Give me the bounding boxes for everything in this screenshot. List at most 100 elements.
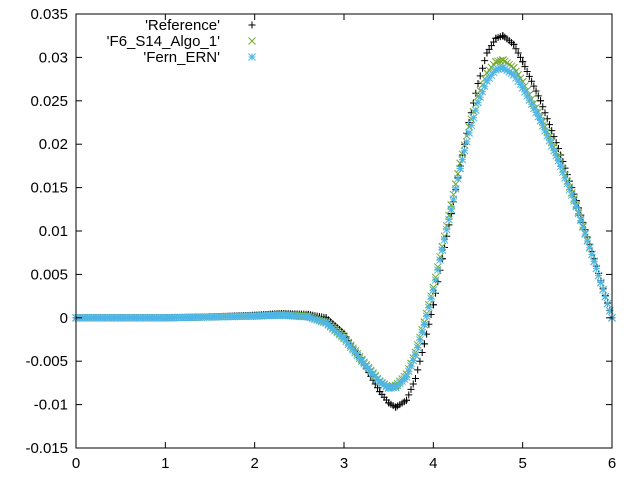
data-point [427,294,435,303]
legend-label: 'Fern_ERN' [143,49,220,66]
data-point [442,225,451,234]
data-point [436,256,444,264]
data-point [519,58,527,66]
data-point [530,82,538,90]
data-point [581,230,590,238]
data-point [574,209,583,218]
data-point [521,88,529,96]
data-point [498,64,507,72]
legend-marker [248,37,256,45]
data-point [416,357,424,365]
data-point [552,151,561,160]
x-tick-label: 5 [518,455,526,472]
data-point [460,146,469,155]
data-point [403,396,411,404]
data-point [556,162,565,171]
data-point [494,57,502,66]
data-point [490,38,498,46]
data-point [407,362,415,370]
data-point [534,92,542,100]
data-point [523,68,531,76]
data-point [592,264,601,273]
data-point [483,49,491,57]
legend-label: 'F6_S14_Algo_1' [107,33,220,50]
data-point [525,96,534,105]
data-point [402,372,411,381]
data-point [601,292,610,301]
data-point [514,49,522,57]
data-point [565,185,574,194]
data-point [503,66,511,75]
data-point [409,380,417,388]
data-point [411,351,420,359]
data-point [543,131,552,140]
data-point [469,113,478,122]
data-point [554,156,563,165]
data-point [532,87,540,95]
data-point [465,129,473,137]
data-point [603,299,612,308]
data-point [559,168,567,177]
data-point [514,77,523,86]
x-tick-label: 4 [429,455,437,472]
data-point [481,57,489,65]
data-point [567,191,576,200]
data-point [541,126,549,135]
data-point [474,79,482,87]
data-point [579,223,587,232]
chart-marks [72,32,616,411]
data-point [382,382,391,391]
data-point [474,98,482,107]
data-point [532,108,540,117]
data-point [422,312,431,320]
data-point [409,356,418,365]
data-point [445,215,453,224]
data-point [467,121,476,130]
data-point [594,271,603,280]
data-point [320,318,328,327]
data-point [538,121,547,130]
legend-marker [248,53,256,61]
y-tick-label: -0.005 [25,353,68,370]
data-point [545,136,554,145]
data-point [476,93,485,101]
data-point [418,349,426,357]
y-tick-label: 0.005 [30,266,68,283]
y-tick-label: -0.015 [25,440,68,457]
y-tick-label: 0.01 [39,223,68,240]
y-tick-label: -0.01 [34,397,68,414]
data-point [563,179,572,188]
data-point [572,202,581,211]
data-point [458,155,467,164]
legend: 'Reference''F6_S14_Algo_1''Fern_ERN' [107,17,256,66]
data-point [380,381,389,389]
legend-marker [248,21,256,29]
data-point [505,68,514,76]
data-point [478,87,487,96]
data-point [454,174,462,183]
data-point [411,375,419,383]
x-tick-label: 6 [608,455,616,472]
data-point [471,106,480,114]
data-point [451,185,460,193]
data-point [596,278,605,287]
data-point [516,80,525,89]
y-tick-label: 0.015 [30,180,68,197]
data-point [405,391,413,399]
data-point [509,70,518,79]
data-point [583,237,592,245]
data-point [547,141,556,150]
data-point [308,314,317,323]
data-point [311,315,319,324]
data-point [442,221,451,230]
data-point [570,197,578,205]
y-tick-label: 0.035 [30,6,68,23]
data-point [590,257,598,266]
data-point [425,303,433,312]
data-point [529,104,538,113]
data-point [528,77,536,85]
axes: 0 1 2 3 4 5 6 -0.015 -0.01 -0.005 0 0.005 0.01 0.015 0… [25,6,616,472]
data-point [512,74,520,82]
data-point [550,146,558,155]
